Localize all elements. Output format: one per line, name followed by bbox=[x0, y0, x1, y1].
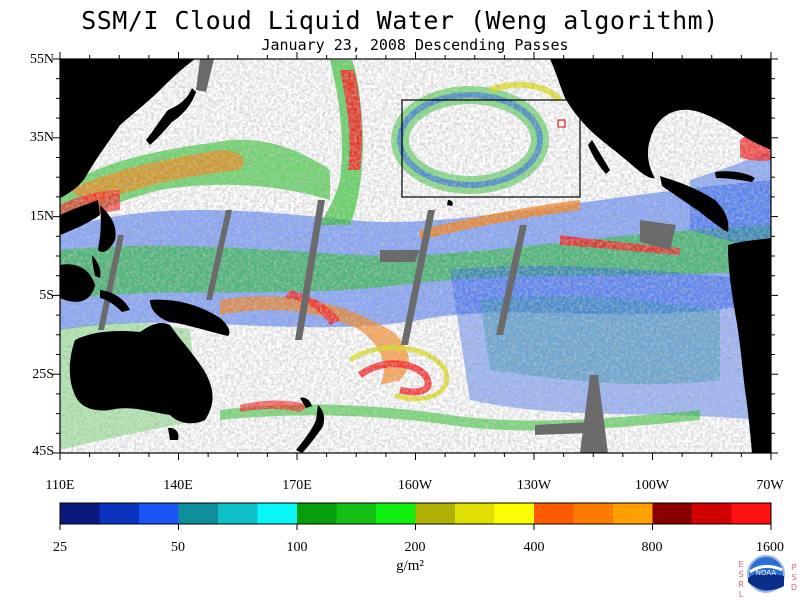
colorbar-swatch bbox=[99, 503, 140, 524]
missing-data-swaths bbox=[98, 59, 676, 453]
noaa-logo: NOAA bbox=[747, 555, 785, 593]
colorbar-swatch bbox=[376, 503, 416, 524]
colorbar-label: 400 bbox=[523, 540, 545, 555]
lon-label: 100W bbox=[634, 478, 670, 493]
map-title: SSM/I Cloud Liquid Water (Weng algorithm… bbox=[81, 6, 719, 35]
colorbar-label: 1600 bbox=[756, 540, 784, 555]
colorbar-swatch bbox=[257, 503, 298, 524]
colorbar-swatch bbox=[60, 503, 100, 524]
map-subtitle: January 23, 2008 Descending Passes bbox=[261, 36, 569, 54]
region-box bbox=[401, 99, 581, 198]
colorbar-swatch bbox=[178, 503, 219, 524]
colorbar-swatch bbox=[573, 503, 614, 524]
lon-label: 170E bbox=[282, 478, 312, 493]
colorbar-swatch bbox=[652, 503, 693, 524]
colorbar-swatch bbox=[415, 503, 456, 524]
colorbar-label: 800 bbox=[641, 540, 663, 555]
lat-label: 25S bbox=[32, 367, 54, 382]
colorbar bbox=[59, 503, 772, 530]
colorbar-units: g/m² bbox=[396, 558, 424, 574]
logo-right-letters: P S D bbox=[790, 563, 798, 592]
colorbar-swatch bbox=[534, 503, 574, 524]
map-panel bbox=[60, 59, 771, 453]
colorbar-swatch bbox=[336, 503, 377, 524]
lat-label: 45S bbox=[32, 444, 54, 459]
colorbar-swatch bbox=[139, 503, 179, 524]
colorbar-label: 100 bbox=[286, 540, 308, 555]
lon-label: 140E bbox=[163, 478, 193, 493]
colorbar-swatch bbox=[218, 503, 258, 524]
colorbar-swatch bbox=[731, 503, 772, 524]
colorbar-swatch bbox=[494, 503, 535, 524]
colorbar-label: 25 bbox=[53, 540, 67, 555]
colorbar-swatch bbox=[692, 503, 732, 524]
site-marker bbox=[557, 119, 566, 128]
lon-label: 110E bbox=[45, 478, 75, 493]
colorbar-label: 50 bbox=[171, 540, 185, 555]
colorbar-swatch bbox=[297, 503, 337, 524]
colorbar-label: 200 bbox=[404, 540, 426, 555]
land-masses bbox=[60, 59, 771, 453]
lon-label: 70W bbox=[756, 478, 784, 493]
colorbar-frame bbox=[59, 502, 772, 525]
axis-ticks bbox=[53, 52, 778, 460]
lat-label: 35N bbox=[29, 130, 54, 145]
colorbar-swatch bbox=[455, 503, 495, 524]
lat-label: 5S bbox=[39, 288, 54, 303]
lat-label: 15N bbox=[29, 209, 54, 224]
logo-left-letters: E S R L bbox=[738, 560, 744, 599]
lon-label: 160W bbox=[397, 478, 433, 493]
colorbar-swatch bbox=[613, 503, 653, 524]
noaa-logo-text: NOAA bbox=[756, 569, 777, 577]
lat-label: 55N bbox=[29, 52, 54, 67]
lon-label: 130W bbox=[516, 478, 552, 493]
